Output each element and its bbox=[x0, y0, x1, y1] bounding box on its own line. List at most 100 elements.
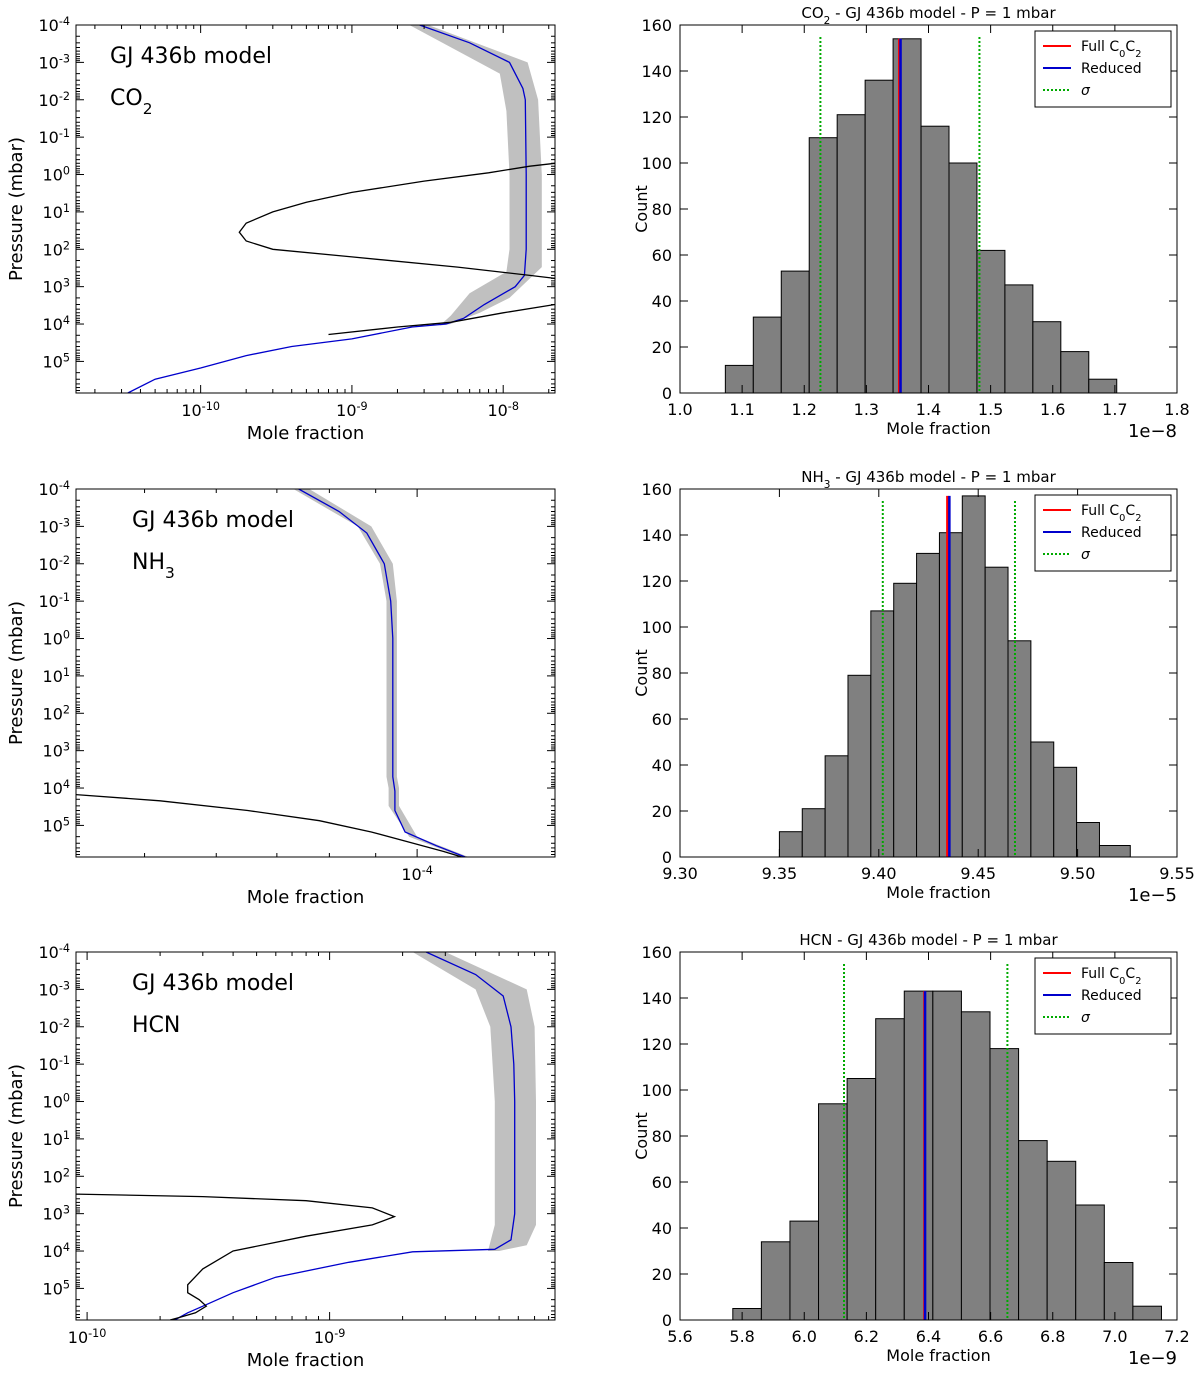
co2-histogram-xtick-label-1: 1.1 bbox=[729, 400, 754, 419]
hcn-profile-ytick-label-7-base: 10 bbox=[43, 1205, 63, 1224]
nh3-profile-xtick-label-0-exp: -4 bbox=[422, 864, 433, 877]
co2-histogram-bar-1 bbox=[752, 316, 782, 394]
hcn-profile-ylabel: Pressure (mbar) bbox=[6, 1064, 27, 1208]
nh3-histogram-xtick-label-5: 9.55 bbox=[1159, 864, 1195, 883]
co2-profile-ytick-label-8: 104 bbox=[43, 314, 70, 335]
nh3-histogram-ytick-label-2: 40 bbox=[652, 756, 672, 775]
nh3-profile-ytick-label-0-exp: -4 bbox=[59, 479, 70, 492]
co2-profile-ytick-label-5-exp: 1 bbox=[63, 201, 70, 214]
nh3-profile-ytick-label-1: 10-3 bbox=[38, 516, 70, 537]
hcn-histogram-xtick-label-7: 7.0 bbox=[1102, 1327, 1127, 1346]
co2-profile-ytick-label-9: 105 bbox=[43, 351, 70, 372]
co2-histogram-legend-label-1: Reduced bbox=[1081, 61, 1142, 77]
co2-histogram-title-sub: 2 bbox=[824, 15, 831, 27]
co2-profile-ytick-label-3-base: 10 bbox=[38, 128, 58, 147]
co2-profile-xtick-label-0-exp: -10 bbox=[202, 400, 220, 413]
nh3-histogram-bar-13 bbox=[1076, 822, 1100, 858]
nh3-histogram-bar-12 bbox=[1053, 766, 1078, 858]
co2-profile-plot-area bbox=[127, 25, 555, 393]
hcn-histogram-bar-1 bbox=[760, 1241, 791, 1321]
nh3-histogram-xtick-label-0: 9.30 bbox=[662, 864, 698, 883]
nh3-histogram-ytick-label-7: 140 bbox=[641, 526, 672, 545]
nh3-histogram-legend-label-0: Full C0C2 bbox=[1081, 503, 1141, 524]
co2-profile-ytick-label-6: 102 bbox=[43, 239, 70, 260]
co2-histogram-ytick-label-7: 140 bbox=[641, 62, 672, 81]
nh3-profile-ytick-label-4-base: 10 bbox=[43, 630, 63, 649]
hcn-histogram-bar-8 bbox=[960, 1011, 991, 1321]
hcn-profile-uncertainty-band bbox=[412, 952, 536, 1251]
nh3-histogram-title-sub: 3 bbox=[824, 479, 831, 491]
co2-profile-xtick-label-1: 10-9 bbox=[336, 400, 368, 421]
nh3-profile-series-full-c0c2 bbox=[76, 793, 462, 857]
nh3-histogram-title-post: - GJ 436b model - P = 1 mbar bbox=[830, 468, 1056, 486]
nh3-histogram-bar-14 bbox=[1098, 845, 1131, 858]
co2-histogram-legend-label-0-a: Full C bbox=[1081, 39, 1119, 55]
co2-profile-ytick-label-2-base: 10 bbox=[38, 91, 58, 110]
hcn-histogram-legend-label-0-mid: C bbox=[1125, 966, 1135, 982]
nh3-histogram-bar-11 bbox=[1030, 741, 1055, 858]
nh3-profile-ytick-label-3: 10-1 bbox=[38, 591, 70, 612]
hcn-profile-ytick-label-8-base: 10 bbox=[43, 1242, 63, 1261]
co2-histogram-ytick-label-8: 160 bbox=[641, 16, 672, 35]
hcn-histogram-legend-label-2: σ bbox=[1081, 1010, 1091, 1026]
co2-histogram-legend-label-0: Full C0C2 bbox=[1081, 39, 1141, 60]
co2-histogram-bar-10 bbox=[1004, 284, 1034, 394]
nh3-profile-ytick-label-0: 10-4 bbox=[38, 479, 70, 500]
co2-profile-ytick-label-4-exp: 0 bbox=[63, 164, 70, 177]
nh3-histogram-ytick-label-6: 120 bbox=[641, 572, 672, 591]
nh3-profile-ytick-label-4-exp: 0 bbox=[63, 628, 70, 641]
hcn-histogram-ytick-label-7: 140 bbox=[641, 989, 672, 1008]
nh3-histogram-ytick-label-3: 60 bbox=[652, 710, 672, 729]
nh3-profile-ytick-label-3-exp: -1 bbox=[59, 591, 70, 604]
co2-histogram-offset-text: 1e−8 bbox=[1128, 421, 1177, 442]
hcn-histogram-legend-label-0-sub1: 0 bbox=[1119, 976, 1125, 987]
co2-profile-annotation-species: CO2 bbox=[110, 86, 152, 118]
nh3-profile-xlabel: Mole fraction bbox=[247, 887, 364, 908]
nh3-histogram-ytick-label-5: 100 bbox=[641, 618, 672, 637]
hcn-histogram-bar-7 bbox=[932, 990, 962, 1321]
co2-profile-ytick-label-6-exp: 2 bbox=[63, 239, 70, 252]
nh3-histogram-ytick-label-1: 20 bbox=[652, 802, 672, 821]
co2-profile-ytick-label-1-exp: -3 bbox=[59, 52, 70, 65]
co2-histogram-xtick-label-5: 1.5 bbox=[978, 400, 1003, 419]
co2-profile-xlabel: Mole fraction bbox=[247, 423, 364, 444]
co2-histogram-ylabel: Count bbox=[632, 185, 651, 233]
co2-histogram-bar-9 bbox=[976, 249, 1006, 394]
hcn-profile-xtick-label-1-exp: -9 bbox=[334, 1327, 345, 1340]
nh3-profile-ytick-label-9-base: 10 bbox=[43, 816, 63, 835]
hcn-histogram-legend-label-0-sub2: 2 bbox=[1135, 976, 1141, 987]
hcn-histogram-ylabel: Count bbox=[632, 1112, 651, 1160]
co2-profile-annotation-species-sub: 2 bbox=[143, 100, 153, 118]
hcn-profile-ytick-label-1: 10-3 bbox=[38, 979, 70, 1000]
co2-profile-xtick-label-2-base: 10 bbox=[487, 401, 507, 420]
hcn-histogram-ytick-label-8: 160 bbox=[641, 943, 672, 962]
hcn-histogram-xtick-label-8: 7.2 bbox=[1164, 1327, 1189, 1346]
hcn-profile-xtick-label-0-base: 10 bbox=[68, 1328, 88, 1347]
co2-profile-ytick-label-1-base: 10 bbox=[38, 53, 58, 72]
nh3-profile-ytick-label-0-base: 10 bbox=[38, 480, 58, 499]
nh3-profile-ylabel: Pressure (mbar) bbox=[6, 601, 27, 745]
nh3-profile-ytick-label-5: 101 bbox=[43, 665, 70, 686]
co2-profile-ytick-label-2-exp: -2 bbox=[59, 89, 70, 102]
co2-histogram-xtick-label-2: 1.2 bbox=[792, 400, 817, 419]
co2-histogram-bar-8 bbox=[948, 162, 978, 394]
hcn-histogram-title-post: - GJ 436b model - P = 1 mbar bbox=[832, 931, 1058, 949]
co2-profile-ytick-label-8-exp: 4 bbox=[63, 314, 70, 327]
co2-profile-ytick-label-7-exp: 3 bbox=[63, 276, 70, 289]
nh3-histogram-legend-label-2: σ bbox=[1081, 547, 1091, 563]
co2-profile-ytick-label-4-base: 10 bbox=[43, 166, 63, 185]
co2-histogram-bar-6 bbox=[892, 38, 922, 394]
hcn-profile-ytick-label-3: 10-1 bbox=[38, 1054, 70, 1075]
hcn-profile-ytick-label-3-exp: -1 bbox=[59, 1054, 70, 1067]
co2-histogram-xtick-label-8: 1.8 bbox=[1164, 400, 1189, 419]
hcn-histogram-bar-14 bbox=[1132, 1305, 1162, 1321]
nh3-profile-annotation-species-sub: 3 bbox=[165, 564, 175, 582]
nh3-profile-ytick-label-9: 105 bbox=[43, 815, 70, 836]
nh3-histogram-xtick-label-1: 9.35 bbox=[762, 864, 798, 883]
nh3-profile-ytick-label-9-exp: 5 bbox=[63, 815, 70, 828]
